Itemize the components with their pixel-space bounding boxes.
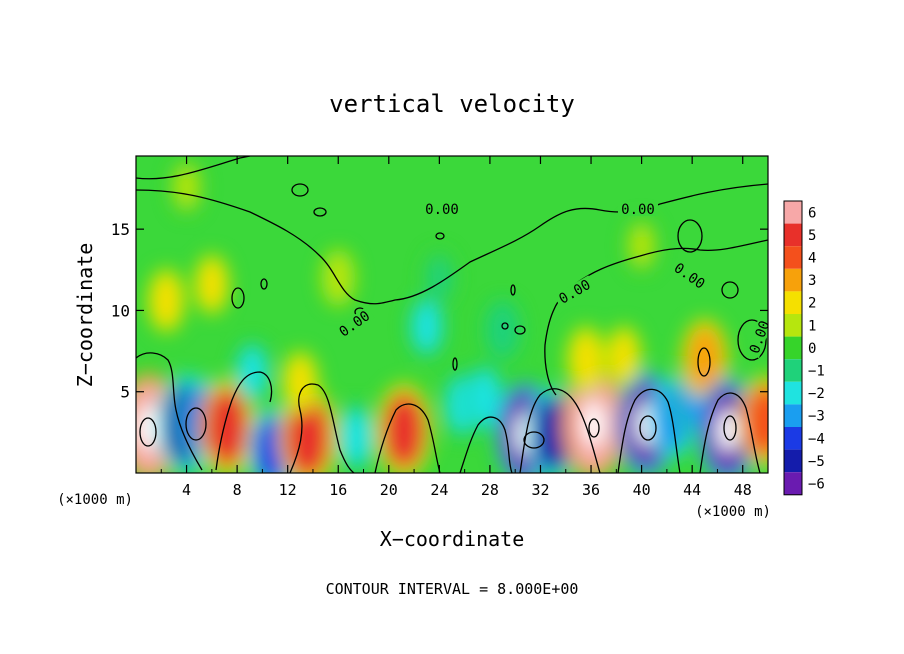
colorbar-label: 3: [808, 273, 816, 289]
velocity-cell: [489, 306, 516, 354]
x-tick-label: 44: [683, 481, 701, 499]
colorbar-swatch: [784, 472, 802, 495]
x-tick-label: 36: [582, 481, 600, 499]
velocity-cell: [610, 331, 638, 381]
contour-label-bg: [745, 315, 768, 359]
velocity-cell: [383, 392, 425, 469]
velocity-cell: [286, 356, 315, 408]
x-axis-label: X−coordinate: [380, 527, 525, 551]
colorbar-swatch: [784, 449, 802, 473]
y-tick-label: 15: [111, 220, 130, 239]
x-tick-label: 48: [734, 481, 752, 499]
x-tick-label: 28: [481, 481, 499, 499]
velocity-cell: [206, 388, 249, 467]
plot-frame: [135, 155, 769, 474]
x-tick-label: 24: [430, 481, 448, 499]
velocity-cell-peak: [717, 409, 738, 452]
colorbar-label: −1: [808, 364, 825, 380]
x-tick-label: 4: [182, 481, 191, 499]
zero-contour-lines: [136, 156, 768, 473]
velocity-cell-peak: [138, 405, 160, 450]
colorbar-label: 2: [808, 296, 816, 312]
x-tick-label: 8: [233, 481, 242, 499]
y-tick-label: 10: [111, 301, 130, 320]
colorbar-swatch: [784, 404, 802, 427]
velocity-cell: [341, 409, 371, 465]
colorbar-swatch: [784, 246, 802, 269]
x-tick-label: 12: [279, 481, 297, 499]
colorbar-swatch: [784, 381, 802, 405]
velocity-cell: [427, 255, 452, 301]
contour-label-bg: [669, 258, 711, 293]
x-unit-left: (×1000 m): [57, 492, 133, 508]
colorbar-label: −2: [808, 386, 825, 402]
velocity-cell: [413, 301, 441, 352]
contour-label: 0.00: [425, 202, 459, 218]
x-tick-label: 16: [329, 481, 347, 499]
y-axis: 5 10 15: [111, 220, 768, 402]
x-tick-label: 40: [633, 481, 651, 499]
colorbar-swatch: [784, 223, 802, 247]
contour-label: 0.00: [621, 202, 655, 218]
colorbar-swatch: [784, 268, 802, 292]
colorbar-swatch: [784, 336, 802, 360]
contour-interval-note: CONTOUR INTERVAL = 8.000E+00: [326, 580, 579, 598]
colorbar-swatch: [784, 314, 802, 337]
velocity-cell: [470, 370, 500, 426]
contour-label-bg: [553, 275, 596, 308]
x-axis: 4 8 12 16 20 24 28 32 36 40 44 48: [160, 156, 752, 499]
velocity-cell: [629, 223, 654, 268]
x-tick-label: 32: [531, 481, 549, 499]
colorbar-label: −5: [808, 454, 825, 470]
contour-label-bg: [422, 202, 462, 216]
colorbar-swatch: [784, 291, 802, 314]
colorbar-label: 1: [808, 318, 816, 334]
colorbar-label: 0: [808, 341, 816, 357]
y-tick-label: 5: [120, 383, 130, 402]
colorbar-label: −3: [808, 409, 825, 425]
plot-area: 0.00 0.000.00 0.000.00 0.00: [136, 156, 768, 473]
contour-label-bg: [333, 306, 375, 341]
velocity-cell: [198, 259, 226, 310]
x-tick-label: 20: [380, 481, 398, 499]
velocity-cell: [687, 326, 723, 392]
velocity-cell: [325, 254, 351, 301]
velocity-cell: [745, 384, 768, 458]
y-axis-label: Z−coordinate: [73, 243, 97, 388]
colorbar-label: −4: [808, 431, 825, 447]
velocity-cell-peak: [582, 401, 605, 447]
colorbar-label: 6: [808, 205, 816, 221]
velocity-cell: [571, 331, 601, 387]
velocity-cell: [238, 347, 266, 397]
colorbar-label: 4: [808, 251, 816, 267]
velocity-cell: [151, 274, 181, 328]
colorbar-swatch: [784, 359, 802, 382]
colorbar-swatch: [784, 201, 802, 224]
colorbar-label: −6: [808, 477, 825, 493]
colorbar-label: 5: [808, 228, 816, 244]
colorbar-frame: [783, 200, 803, 496]
colorbar-swatch: [784, 427, 802, 450]
chart-title: vertical velocity: [329, 90, 575, 118]
x-unit-right: (×1000 m): [695, 504, 771, 520]
contour-label-bg: [618, 202, 658, 216]
colorbar: 6 5 4 3 2 1 0 −1 −2 −3 −4 −5 −6: [783, 200, 825, 496]
